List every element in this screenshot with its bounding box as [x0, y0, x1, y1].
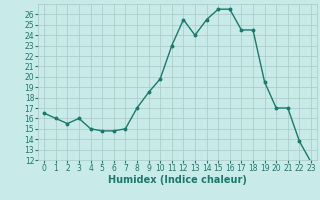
X-axis label: Humidex (Indice chaleur): Humidex (Indice chaleur) [108, 175, 247, 185]
